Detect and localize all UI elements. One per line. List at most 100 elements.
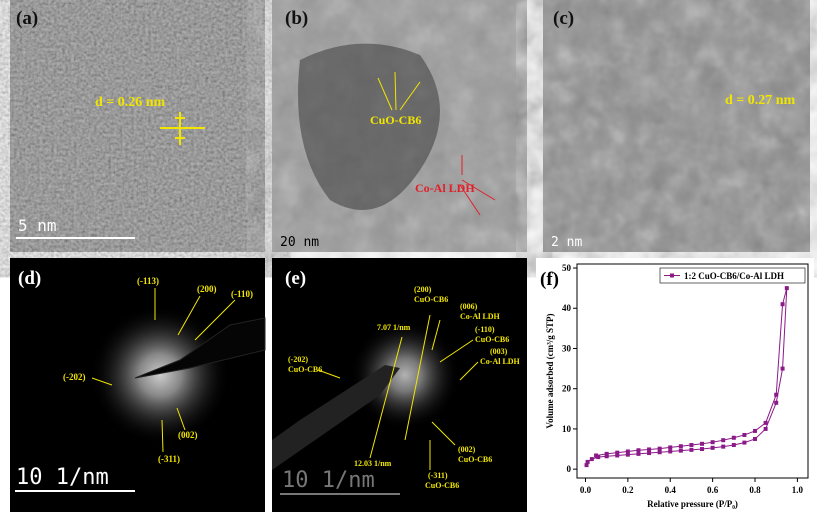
scale-bar-label: 10 1/nm (16, 465, 109, 490)
marker (160, 112, 205, 145)
image-texture (543, 0, 810, 252)
annotation: d = 0.27 nm (725, 93, 796, 108)
annotation: (002) (178, 430, 198, 440)
annotation: (-110) (475, 325, 495, 334)
panel-label: (e) (285, 268, 306, 289)
annotation: CuO-CB6 (475, 335, 509, 344)
x-tick-label: 1.0 (792, 485, 804, 495)
x-tick-label: 0.8 (749, 485, 761, 495)
point (780, 366, 785, 371)
annotation: (200) (197, 284, 217, 294)
panel-label: (f) (540, 269, 559, 290)
point (678, 448, 683, 453)
point (700, 441, 705, 446)
pointer (459, 155, 496, 216)
point (657, 450, 662, 455)
y-tick-label: 10 (562, 424, 572, 434)
x-tick-label: 0.6 (707, 485, 719, 495)
particle (298, 43, 440, 210)
point (780, 302, 785, 307)
annotation: (-202) (288, 355, 308, 364)
annotation: (003) (490, 347, 508, 356)
legend-box (659, 267, 806, 284)
point (585, 459, 590, 464)
point (668, 449, 673, 454)
beam-stopper (134, 317, 266, 379)
point (604, 454, 609, 459)
point (668, 445, 673, 450)
y-tick-label: 30 (562, 343, 572, 353)
y-tick-label: 0 (567, 464, 572, 474)
scale-bar-label: 10 1/nm (282, 468, 375, 493)
point (742, 432, 747, 437)
annotation: (-311) (428, 471, 448, 480)
point (742, 440, 747, 445)
scale-bar-label: 20 nm (280, 235, 319, 250)
annotation: 7.07 1/nm (377, 323, 411, 332)
point (615, 450, 620, 455)
annotation: CuO-CB6 (458, 455, 492, 464)
annotation: (200) (414, 285, 432, 294)
point (625, 452, 630, 457)
x-tick-label: 0.4 (665, 485, 677, 495)
scale-bar-label: 5 nm (18, 216, 57, 235)
point (753, 428, 758, 433)
point (721, 444, 726, 449)
point (625, 449, 630, 454)
point (647, 451, 652, 456)
pointer (317, 314, 479, 470)
y-tick-label: 50 (562, 263, 572, 273)
point (774, 392, 779, 397)
legend-label: 1:2 CuO-CB6/Co-Al LDH (684, 271, 784, 281)
point (784, 286, 789, 291)
point (731, 435, 736, 440)
point (721, 438, 726, 443)
diffraction (350, 320, 460, 430)
y-tick-label: 20 (562, 384, 572, 394)
pointer (377, 71, 421, 111)
panel-label: (d) (18, 268, 41, 289)
annotation: Co-Al LDH (480, 357, 521, 366)
annotation: Co-Al LDH (415, 181, 475, 195)
panel-label: (c) (553, 8, 574, 29)
point (589, 457, 594, 462)
y-axis-label: Volume adsorbed (cm³/g STP) (545, 313, 555, 428)
x-tick-label: 0.2 (622, 485, 634, 495)
point (731, 443, 736, 448)
annotation: Co-Al LDH (460, 312, 501, 321)
point (584, 463, 589, 468)
annotation: CuO-CB6 (414, 295, 448, 304)
annotation: (-311) (158, 454, 180, 464)
point (700, 447, 705, 452)
point (689, 443, 694, 448)
scale-bar-label: 2 nm (551, 235, 582, 250)
annotation: (006) (460, 302, 478, 311)
point (710, 440, 715, 445)
point (604, 451, 609, 456)
plot-frame (576, 263, 809, 479)
legend-marker (670, 273, 674, 278)
point (657, 446, 662, 451)
annotation: CuO-CB6 (425, 481, 459, 490)
annotation: (-202) (63, 372, 86, 382)
pointer (91, 288, 236, 453)
point (596, 455, 601, 460)
point (636, 451, 641, 456)
point (678, 444, 683, 449)
annotation: (-113) (137, 276, 159, 286)
image-texture (10, 0, 265, 252)
annotation: 12.03 1/nm (354, 459, 392, 468)
y-tick-label: 40 (562, 303, 572, 313)
panel-label: (a) (16, 8, 38, 29)
point (774, 400, 779, 405)
annotation: CuO-CB6 (370, 113, 421, 127)
annotation: (002) (458, 445, 476, 454)
point (763, 420, 768, 425)
annotation: CuO-CB6 (288, 365, 322, 374)
point (753, 436, 758, 441)
annotation: (-110) (231, 289, 253, 299)
chart-background (536, 258, 814, 514)
point (710, 445, 715, 450)
beam-stopper (272, 365, 400, 470)
